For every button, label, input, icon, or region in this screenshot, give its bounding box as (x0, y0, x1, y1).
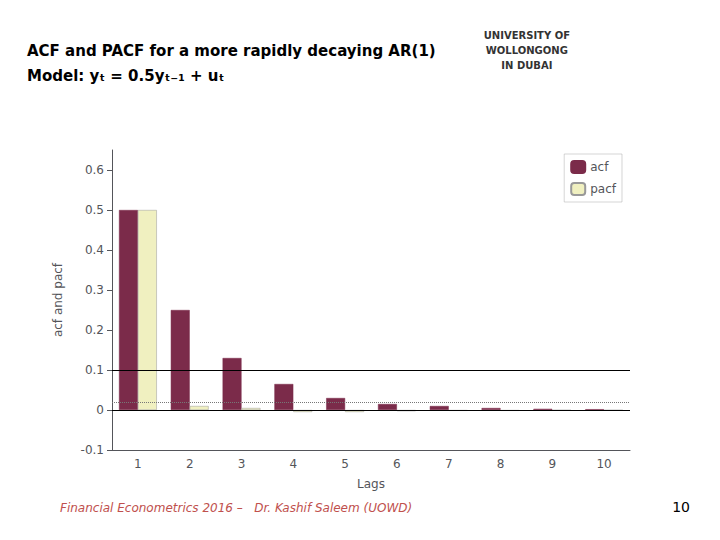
svg-text:6: 6 (393, 457, 401, 471)
svg-text:acf and pacf: acf and pacf (51, 262, 65, 337)
svg-text:5: 5 (341, 457, 349, 471)
svg-text:IN DUBAI: IN DUBAI (501, 60, 552, 71)
svg-text:0.1: 0.1 (85, 363, 104, 377)
svg-text:7: 7 (445, 457, 453, 471)
svg-text:WOLLONGONG: WOLLONGONG (486, 45, 568, 56)
svg-text:9: 9 (548, 457, 556, 471)
svg-text:0.5: 0.5 (85, 203, 104, 217)
svg-text:0: 0 (96, 403, 104, 417)
svg-text:0.4: 0.4 (85, 243, 104, 257)
svg-text:8: 8 (497, 457, 505, 471)
svg-text:0.6: 0.6 (85, 163, 104, 177)
svg-text:Model: yₜ = 0.5yₜ₋₁ + uₜ: Model: yₜ = 0.5yₜ₋₁ + uₜ (27, 67, 224, 85)
svg-text:3: 3 (238, 457, 246, 471)
svg-text:10: 10 (672, 499, 690, 515)
svg-text:4: 4 (289, 457, 297, 471)
svg-text:-0.1: -0.1 (81, 443, 104, 457)
svg-text:Lags: Lags (357, 477, 385, 491)
svg-text:0.2: 0.2 (85, 323, 104, 337)
svg-text:acf: acf (590, 160, 609, 174)
svg-text:UNIVERSITY OF: UNIVERSITY OF (484, 30, 570, 41)
svg-text:1: 1 (134, 457, 142, 471)
svg-text:0.3: 0.3 (85, 283, 104, 297)
svg-text:2: 2 (186, 457, 194, 471)
svg-text:pacf: pacf (590, 182, 617, 196)
svg-text:ACF and PACF for a more rapidl: ACF and PACF for a more rapidly decaying… (27, 42, 436, 60)
svg-text:Financial Econometrics 2016 –: Financial Econometrics 2016 – Dr. Kashif… (60, 501, 412, 515)
svg-text:10: 10 (596, 457, 611, 471)
